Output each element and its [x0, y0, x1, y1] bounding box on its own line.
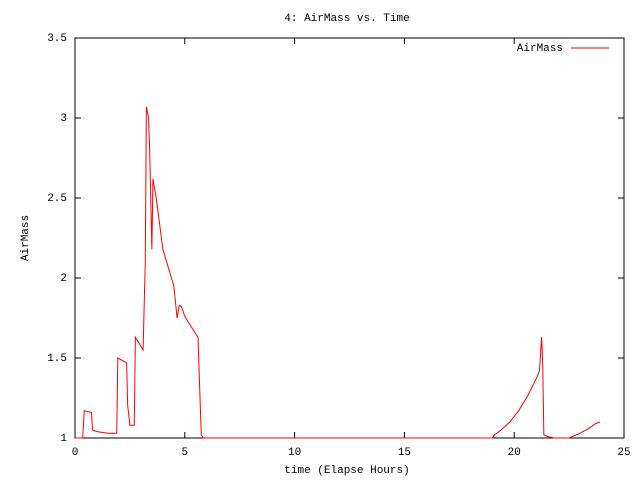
x-tick-label: 10 — [288, 447, 301, 459]
x-tick-label: 25 — [617, 447, 630, 459]
y-tick-label: 2.5 — [47, 193, 67, 205]
x-axis-label: time (Elapse Hours) — [284, 465, 409, 477]
x-tick-label: 15 — [398, 447, 411, 459]
y-tick-label: 1 — [60, 433, 67, 445]
x-tick-label: 0 — [72, 447, 79, 459]
y-tick-label: 3 — [60, 113, 67, 125]
x-tick-label: 20 — [508, 447, 521, 459]
y-tick-label: 2 — [60, 273, 67, 285]
y-axis-label: AirMass — [20, 215, 32, 261]
data-line — [75, 106, 601, 439]
chart-title: 4: AirMass vs. Time — [284, 13, 409, 25]
y-tick-label: 1.5 — [47, 353, 67, 365]
legend-label: AirMass — [517, 43, 563, 55]
x-tick-label: 5 — [181, 447, 188, 459]
y-tick-label: 3.5 — [47, 33, 67, 45]
